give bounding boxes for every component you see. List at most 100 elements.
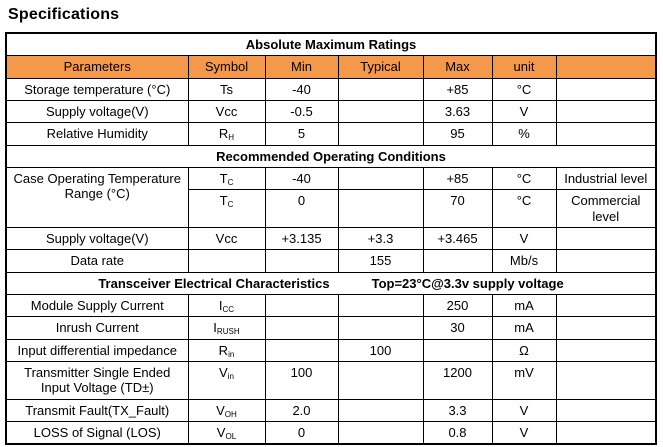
symbol-subscript: in bbox=[227, 371, 234, 381]
symbol-cell: Vcc bbox=[187, 226, 266, 251]
section-row: Recommended Operating Conditions bbox=[5, 144, 657, 168]
min-cell: -40 bbox=[264, 166, 339, 191]
unit-cell: Ω bbox=[491, 338, 557, 362]
section-label: Absolute Maximum Ratings bbox=[245, 37, 417, 52]
note-cell bbox=[555, 249, 657, 273]
min-cell: 2.0 bbox=[264, 398, 339, 422]
unit-cell: °C bbox=[491, 166, 557, 191]
max-cell: 70 bbox=[422, 189, 493, 228]
unit-cell: °C bbox=[491, 77, 557, 101]
max-cell: +85 bbox=[422, 166, 493, 191]
table-row: Storage temperature (°C) Ts -40 +85 °C bbox=[5, 77, 657, 101]
symbol-cell: IRUSH bbox=[187, 316, 266, 340]
unit-cell: % bbox=[491, 122, 557, 146]
symbol-subscript: RUSH bbox=[216, 327, 240, 337]
column-header-unit: unit bbox=[491, 55, 557, 79]
max-cell: +3.465 bbox=[422, 226, 493, 251]
min-cell: 0 bbox=[264, 420, 339, 445]
table-row: Input differential impedance Rin 100 Ω bbox=[5, 338, 657, 362]
min-cell bbox=[264, 338, 339, 362]
param-cell: Input differential impedance bbox=[5, 338, 189, 362]
table-row: Module Supply Current ICC 250 mA bbox=[5, 293, 657, 318]
datasheet-page: Specifications Absolute Maximum Ratings P… bbox=[0, 6, 663, 447]
column-header-parameters: Parameters bbox=[5, 55, 189, 79]
unit-cell: Mb/s bbox=[491, 249, 557, 273]
min-cell: -40 bbox=[264, 77, 339, 101]
max-cell: +85 bbox=[422, 77, 493, 101]
note-cell bbox=[555, 77, 657, 101]
max-cell: 3.63 bbox=[422, 99, 493, 124]
symbol-subscript: C bbox=[227, 177, 234, 187]
param-cell: Supply voltage(V) bbox=[5, 226, 189, 251]
spec-table-body: Absolute Maximum Ratings Parameters Symbol… bbox=[5, 32, 657, 445]
page-title: Specifications bbox=[8, 6, 120, 23]
column-header-min: Min bbox=[264, 55, 339, 79]
note-cell bbox=[555, 226, 657, 251]
table-row: Inrush Current IRUSH 30 mA bbox=[5, 316, 657, 340]
symbol-subscript: OH bbox=[224, 409, 237, 419]
unit-cell: mV bbox=[491, 360, 557, 400]
note-cell bbox=[555, 99, 657, 124]
symbol-cell: RH bbox=[187, 122, 266, 146]
max-cell: 250 bbox=[422, 293, 493, 318]
symbol-cell bbox=[187, 249, 266, 273]
section-row: Transceiver Electrical Characteristics To… bbox=[5, 271, 657, 295]
max-cell: 3.3 bbox=[422, 398, 493, 422]
note-cell bbox=[555, 316, 657, 340]
symbol-subscript: C bbox=[227, 200, 234, 210]
param-cell: Inrush Current bbox=[5, 316, 189, 340]
typical-cell bbox=[337, 293, 424, 318]
section-title: Recommended Operating Conditions bbox=[5, 144, 657, 168]
spec-table: Absolute Maximum Ratings Parameters Symbol… bbox=[5, 32, 658, 446]
symbol-cell: TC bbox=[187, 166, 266, 191]
min-cell: -0.5 bbox=[264, 99, 339, 124]
symbol-cell: VOL bbox=[187, 420, 266, 445]
param-cell: LOSS of Signal (LOS) bbox=[5, 420, 189, 445]
typical-cell bbox=[337, 420, 424, 445]
column-header-symbol: Symbol bbox=[187, 55, 266, 79]
table-row: Supply voltage(V) Vcc +3.135 +3.3 +3.465 V bbox=[5, 226, 657, 251]
unit-cell: V bbox=[491, 226, 557, 251]
typical-cell bbox=[337, 398, 424, 422]
symbol-subscript: CC bbox=[222, 304, 235, 314]
typical-cell bbox=[337, 166, 424, 191]
table-row: Supply voltage(V) Vcc -0.5 3.63 V bbox=[5, 99, 657, 124]
symbol-subscript: OL bbox=[225, 431, 237, 441]
column-header-max: Max bbox=[422, 55, 493, 79]
max-cell: 30 bbox=[422, 316, 493, 340]
min-cell bbox=[264, 249, 339, 273]
typical-cell: 155 bbox=[337, 249, 424, 273]
section-title: Absolute Maximum Ratings bbox=[5, 32, 657, 57]
section-label: Recommended Operating Conditions bbox=[216, 148, 446, 164]
typical-cell bbox=[337, 122, 424, 146]
table-row: Case Operating Temperature Range (°C) TC -… bbox=[5, 166, 657, 228]
table-row: Transmitter Single Ended Input Voltage (… bbox=[5, 360, 657, 400]
max-cell: 95 bbox=[422, 122, 493, 146]
unit-cell: mA bbox=[491, 293, 557, 318]
column-header-typical: Typical bbox=[337, 55, 424, 79]
unit-cell: V bbox=[491, 398, 557, 422]
param-cell: Module Supply Current bbox=[5, 293, 189, 318]
table-row: Relative Humidity RH 5 95% bbox=[5, 122, 657, 146]
min-cell: 5 bbox=[264, 122, 339, 146]
unit-cell: V bbox=[491, 99, 557, 124]
param-cell: Transmit Fault(TX_Fault) bbox=[5, 398, 189, 422]
typical-cell bbox=[337, 316, 424, 340]
param-cell: Relative Humidity bbox=[5, 122, 189, 146]
symbol-cell: VOH bbox=[187, 398, 266, 422]
note-cell bbox=[555, 338, 657, 362]
symbol-cell: ICC bbox=[187, 293, 266, 318]
symbol-cell: Vin bbox=[187, 360, 266, 400]
max-cell: 1200 bbox=[422, 360, 493, 400]
typical-cell: 100 bbox=[337, 338, 424, 362]
typical-cell bbox=[337, 360, 424, 400]
note-cell bbox=[555, 420, 657, 445]
min-cell bbox=[264, 316, 339, 340]
symbol-subscript: H bbox=[228, 133, 235, 143]
section-row: Absolute Maximum Ratings bbox=[5, 32, 657, 57]
table-row: TC 0 70 °C Commercial level bbox=[6, 189, 657, 228]
max-cell bbox=[422, 338, 493, 362]
param-cell: Storage temperature (°C) bbox=[5, 77, 189, 101]
min-cell: 100 bbox=[264, 360, 339, 400]
typical-cell bbox=[337, 189, 424, 228]
